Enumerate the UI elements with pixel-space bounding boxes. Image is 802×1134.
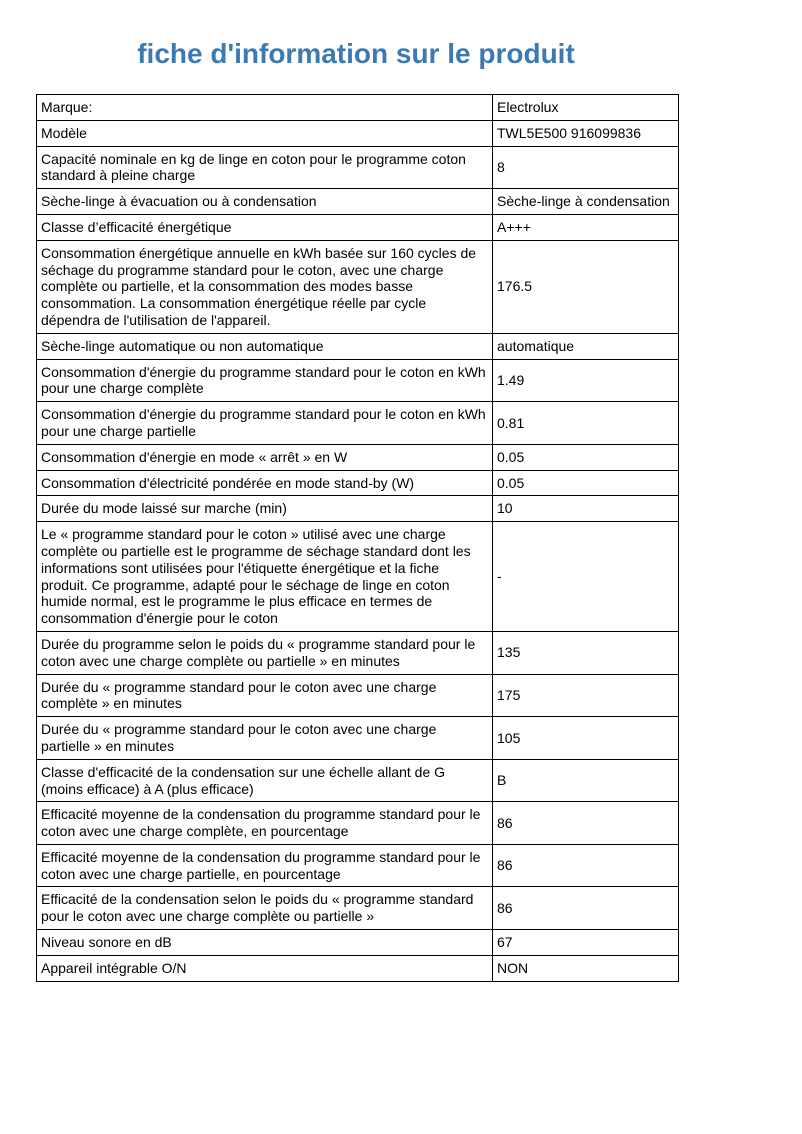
row-value: Electrolux [492,94,679,121]
page-title: fiche d'information sur le produit [137,38,575,69]
row-value: B [492,758,679,803]
table-row: Consommation d'énergie en mode « arrêt »… [36,443,679,471]
row-label: Consommation d'énergie du programme stan… [36,358,493,403]
row-value: NON [492,954,679,982]
row-value: automatique [492,332,679,360]
row-value: 175 [492,673,679,718]
table-row: Consommation d'énergie du programme stan… [36,401,679,445]
row-label: Sèche-linge automatique ou non automatiq… [36,332,493,360]
row-value: A+++ [492,213,679,241]
row-label: Durée du « programme standard pour le co… [36,673,493,718]
row-value: 135 [492,630,679,675]
row-label: Durée du programme selon le poids du « p… [36,630,493,675]
row-label: Durée du « programme standard pour le co… [36,716,493,760]
row-label: Modèle [36,119,493,147]
row-label: Le « programme standard pour le coton » … [36,521,493,632]
row-label: Efficacité moyenne de la condensation du… [36,843,493,888]
table-row: Marque: Electrolux [36,94,679,121]
row-value: 176.5 [492,239,679,334]
product-table-body: Marque: Electrolux Modèle TWL5E500 91609983… [36,94,679,982]
row-label: Efficacité moyenne de la condensation du… [36,801,493,845]
table-row: Sèche-linge à évacuation ou à condensati… [36,188,679,215]
row-value: 0.81 [492,401,679,445]
row-label: Consommation énergétique annuelle en kWh… [36,239,493,334]
table-row: Consommation d'électricité pondérée en m… [36,469,679,497]
row-value: 105 [492,716,679,760]
row-label: Classe d’efficacité énergétique [36,213,493,241]
row-label: Consommation d'énergie en mode « arrêt »… [36,443,493,471]
row-value: 10 [492,495,679,523]
table-row: Durée du programme selon le poids du « p… [36,630,679,675]
row-label: Efficacité de la condensation selon le p… [36,886,493,931]
row-value: 86 [492,801,679,845]
table-row: Durée du « programme standard pour le co… [36,716,679,760]
row-label: Consommation d'énergie du programme stan… [36,401,493,445]
row-value: 0.05 [492,469,679,497]
row-label: Sèche-linge à évacuation ou à condensati… [36,188,493,215]
table-row: Efficacité de la condensation selon le p… [36,886,679,931]
table-row: Niveau sonore en dB 67 [36,929,679,956]
row-value: 86 [492,886,679,931]
row-value: 86 [492,843,679,888]
table-row: Le « programme standard pour le coton » … [36,521,679,632]
table-row: Capacité nominale en kg de linge en coto… [36,145,679,190]
table-row: Consommation d'énergie du programme stan… [36,358,679,403]
row-label: Consommation d'électricité pondérée en m… [36,469,493,497]
product-info-table: Marque: Electrolux Modèle TWL5E500 91609983… [36,94,679,982]
table-row: Efficacité moyenne de la condensation du… [36,801,679,845]
table-row: Durée du « programme standard pour le co… [36,673,679,718]
row-label: Marque: [36,94,493,121]
row-label: Durée du mode laissé sur marche (min) [36,495,493,523]
row-value: Sèche-linge à condensation [492,188,679,215]
product-sheet-page: fiche d'information sur le produit Marqu… [36,38,679,982]
table-row: Durée du mode laissé sur marche (min) 10 [36,495,679,523]
row-label: Niveau sonore en dB [36,929,493,956]
row-value: - [492,521,679,632]
table-row: Modèle TWL5E500 916099836 [36,119,679,147]
row-value: 0.05 [492,443,679,471]
row-label: Appareil intégrable O/N [36,954,493,982]
row-value: 8 [492,145,679,190]
table-row: Sèche-linge automatique ou non automatiq… [36,332,679,360]
table-row: Consommation énergétique annuelle en kWh… [36,239,679,334]
row-value: 1.49 [492,358,679,403]
row-value: TWL5E500 916099836 [492,119,679,147]
row-label: Classe d'efficacité de la condensation s… [36,758,493,803]
table-row: Appareil intégrable O/N NON [36,954,679,982]
table-row: Classe d’efficacité énergétique A+++ [36,213,679,241]
row-label: Capacité nominale en kg de linge en coto… [36,145,493,190]
table-row: Classe d'efficacité de la condensation s… [36,758,679,803]
row-value: 67 [492,929,679,956]
table-row: Efficacité moyenne de la condensation du… [36,843,679,888]
